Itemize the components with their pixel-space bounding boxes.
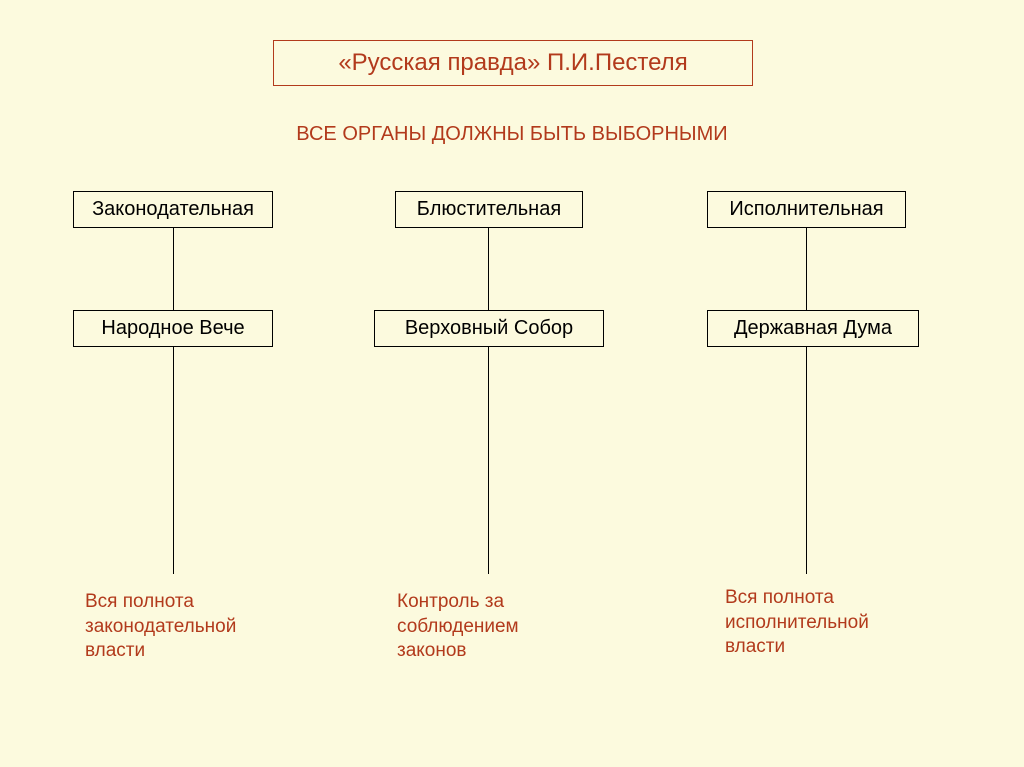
branch-mid-label: Верховный Собор [405, 317, 573, 339]
diagram-subtitle: ВСЕ ОРГАНЫ ДОЛЖНЫ БЫТЬ ВЫБОРНЫМИ [0, 123, 1024, 146]
title-text: «Русская правда» П.И.Пестеля [338, 49, 687, 76]
branch-mid-box: Державная Дума [707, 310, 919, 347]
branch-mid-box: Верховный Собор [374, 310, 604, 347]
connector-line [488, 227, 489, 310]
diagram-title: «Русская правда» П.И.Пестеля [273, 40, 753, 86]
branch-top-label: Исполнительная [729, 198, 883, 220]
connector-line [488, 346, 489, 574]
branch-mid-label: Народное Вече [101, 317, 244, 339]
connector-line [806, 346, 807, 574]
diagram-canvas: «Русская правда» П.И.Пестеля ВСЕ ОРГАНЫ … [0, 0, 1024, 767]
branch-description: Вся полнотаисполнительнойвласти [725, 586, 945, 660]
branch-top-box: Блюстительная [395, 191, 583, 228]
branch-top-box: Исполнительная [707, 191, 906, 228]
connector-line [173, 227, 174, 310]
branch-mid-label: Державная Дума [734, 317, 892, 339]
branch-top-label: Законодательная [92, 198, 254, 220]
connector-line [806, 227, 807, 310]
branch-top-box: Законодательная [73, 191, 273, 228]
branch-mid-box: Народное Вече [73, 310, 273, 347]
branch-top-label: Блюстительная [417, 198, 561, 220]
subtitle-text: ВСЕ ОРГАНЫ ДОЛЖНЫ БЫТЬ ВЫБОРНЫМИ [296, 123, 727, 145]
branch-description: Вся полнотазаконодательнойвласти [85, 590, 305, 664]
connector-line [173, 346, 174, 574]
branch-description: Контроль засоблюдениемзаконов [397, 590, 617, 664]
